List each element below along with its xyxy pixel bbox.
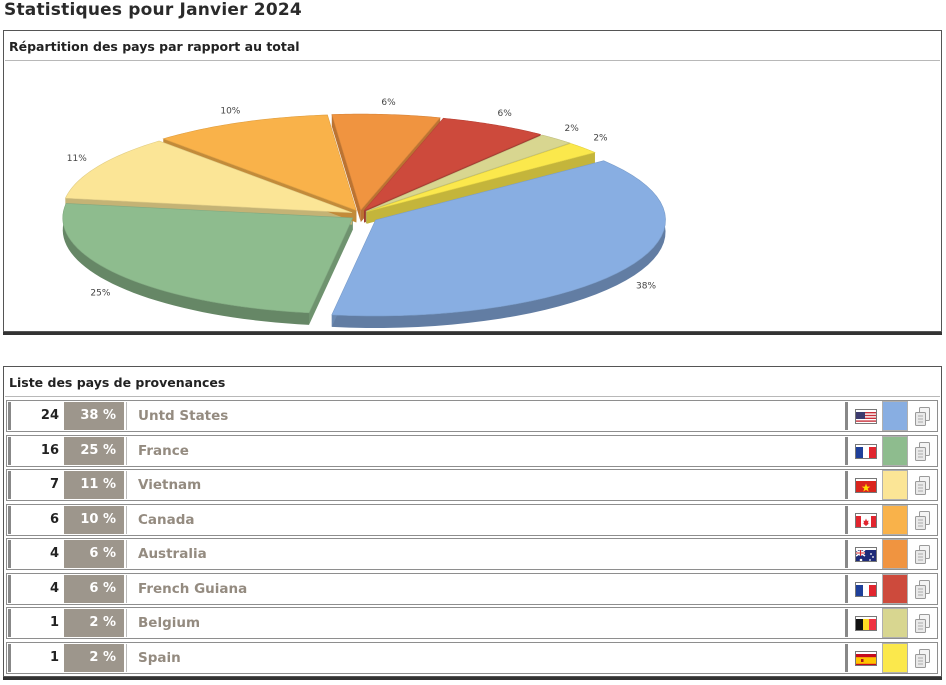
pie-label-spain: 2% (593, 134, 608, 144)
pie-label-france: 25% (90, 288, 110, 298)
visit-count: 4 (49, 580, 59, 596)
country-name: Vietnam (126, 471, 845, 499)
row-left-marker (8, 609, 11, 637)
visit-percent: 10 % (64, 505, 124, 534)
country-name: France (126, 436, 845, 465)
be-flag-icon (855, 616, 877, 631)
row-right-marker (845, 402, 848, 430)
pie-label-untd-states: 38% (636, 281, 656, 291)
copy-icon[interactable] (913, 613, 933, 635)
ca-flag-icon (855, 512, 877, 528)
visit-percent: 2 % (64, 643, 124, 672)
color-swatch (882, 504, 908, 535)
color-swatch (882, 435, 908, 466)
visit-count: 4 (49, 546, 59, 561)
country-row-belgium: 1 2 % Belgium (6, 607, 938, 639)
row-right-marker (845, 505, 848, 534)
pie-slice-australia (331, 113, 441, 211)
country-list: 24 38 % Untd States 16 25 % France 7 11 % Vietna… (6, 400, 938, 676)
country-row-french-guiana: 4 6 % French Guiana (6, 572, 938, 605)
pie-label-vietnam: 11% (67, 154, 87, 164)
row-right-marker (845, 436, 848, 465)
row-right-marker (845, 540, 848, 568)
vn-flag-icon (855, 478, 877, 493)
visit-count: 24 (40, 408, 59, 423)
visit-percent: 6 % (64, 540, 124, 568)
pie-label-french-guiana: 6% (498, 109, 513, 119)
visit-percent: 11 % (64, 471, 124, 499)
country-row-vietnam: 7 11 % Vietnam (6, 469, 938, 501)
country-name: Untd States (126, 402, 845, 430)
country-name: Australia (126, 540, 845, 568)
pie-slice-side-france (62, 203, 310, 325)
country-row-australia: 4 6 % Australia (6, 538, 938, 570)
list-panel-title: Liste des pays de provenances (5, 367, 940, 397)
pie-chart: 38% 25% 11% 10% 6% 6% 2% 2% (62, 98, 666, 328)
visit-count: 6 (49, 511, 59, 527)
copy-icon[interactable] (913, 579, 933, 601)
copy-icon[interactable] (913, 510, 933, 532)
pie-label-belgium: 2% (565, 124, 580, 134)
copy-icon[interactable] (913, 475, 933, 497)
row-right-marker (845, 643, 848, 672)
copy-icon[interactable] (913, 406, 933, 428)
fr-flag-icon (855, 443, 877, 459)
visit-count: 1 (49, 615, 59, 630)
pie-label-australia: 6% (381, 98, 396, 108)
pie-slice-france (62, 203, 354, 314)
row-right-marker (845, 471, 848, 499)
visit-percent: 2 % (64, 609, 124, 637)
color-swatch (882, 470, 908, 500)
color-swatch (882, 642, 908, 673)
pie-slice-edge-spain-1 (366, 152, 595, 224)
visit-percent: 38 % (64, 402, 124, 430)
visit-count: 16 (40, 442, 59, 458)
color-swatch (882, 608, 908, 638)
pie-slice-spain (366, 143, 596, 212)
au-flag-icon (855, 547, 877, 562)
pie-slice-untd-states (331, 160, 666, 317)
country-list-panel: Liste des pays de provenances 24 38 % Untd… (3, 366, 942, 677)
chart-panel: Répartition des pays par rapport au tota… (3, 30, 942, 332)
country-name: Belgium (126, 609, 845, 637)
visit-percent: 6 % (64, 574, 124, 603)
color-swatch (882, 401, 908, 431)
row-left-marker (8, 471, 11, 499)
row-left-marker (8, 540, 11, 568)
visit-count: 1 (49, 649, 59, 665)
country-name: Spain (126, 643, 845, 672)
row-left-marker (8, 505, 11, 534)
country-row-france: 16 25 % France (6, 434, 938, 467)
pie-label-canada: 10% (220, 107, 240, 117)
pie-slice-canada (162, 114, 357, 211)
pie-slice-edge-australia-0 (331, 114, 361, 223)
us-flag-icon (855, 409, 877, 424)
chart-panel-title: Répartition des pays par rapport au tota… (5, 31, 940, 61)
color-swatch (882, 573, 908, 604)
pie-slice-edge-france-0 (309, 217, 353, 325)
copy-icon[interactable] (913, 441, 933, 463)
row-left-marker (8, 436, 11, 465)
row-left-marker (8, 574, 11, 603)
row-right-marker (845, 574, 848, 603)
color-swatch (882, 539, 908, 569)
row-right-marker (845, 609, 848, 637)
country-name: Canada (126, 505, 845, 534)
es-flag-icon (855, 650, 877, 666)
row-left-marker (8, 402, 11, 430)
country-row-untd-states: 24 38 % Untd States (6, 400, 938, 432)
row-left-marker (8, 643, 11, 672)
gf-flag-icon (855, 581, 877, 597)
country-row-spain: 1 2 % Spain (6, 641, 938, 674)
visit-percent: 25 % (64, 436, 124, 465)
pie-slice-vietnam (64, 140, 353, 213)
visit-count: 7 (49, 477, 59, 492)
country-row-canada: 6 10 % Canada (6, 503, 938, 536)
pie-slice-belgium (365, 134, 571, 212)
copy-icon[interactable] (913, 544, 933, 566)
copy-icon[interactable] (913, 648, 933, 670)
country-name: French Guiana (126, 574, 845, 603)
pie-slice-french-guiana (363, 117, 542, 211)
page-title: Statistiques pour Janvier 2024 (4, 0, 302, 20)
